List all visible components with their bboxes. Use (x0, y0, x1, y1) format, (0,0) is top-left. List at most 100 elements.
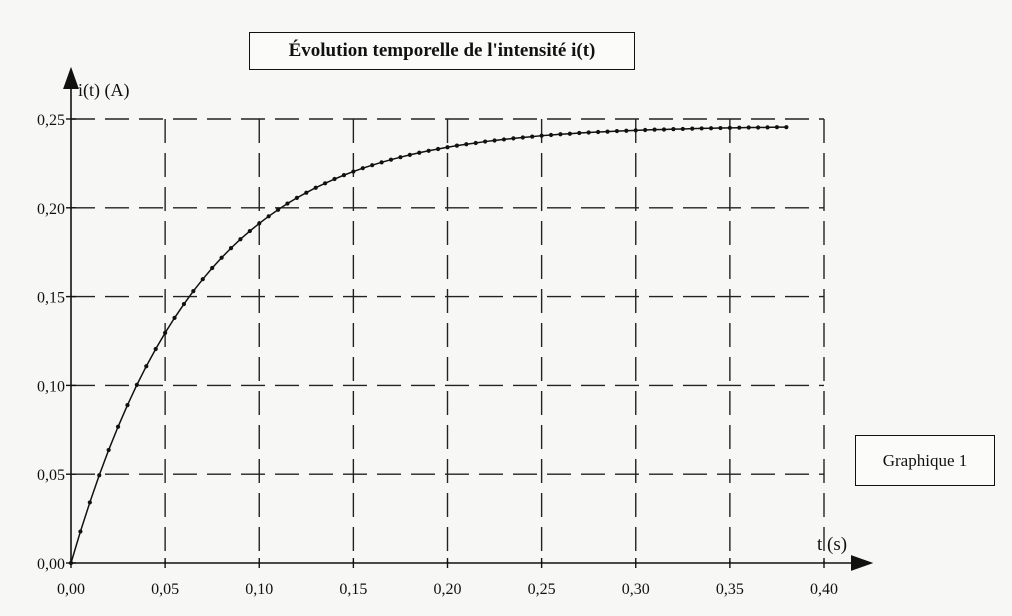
data-point (690, 126, 695, 131)
data-point (398, 155, 403, 160)
data-point (332, 176, 337, 182)
data-point (784, 125, 789, 130)
data-point (624, 128, 629, 133)
data-point (737, 125, 742, 130)
data-point (520, 135, 525, 140)
data-point (614, 128, 620, 134)
data-point (586, 130, 591, 135)
y-tick-label: 0,10 (37, 378, 65, 395)
data-point (172, 315, 177, 321)
x-tick-label: 0,35 (716, 581, 744, 598)
data-point (87, 500, 92, 505)
data-point (708, 126, 714, 131)
data-point (699, 126, 704, 131)
x-axis-label: t (s) (817, 534, 848, 555)
data-point (483, 139, 488, 144)
data-point (765, 125, 770, 130)
data-point (200, 277, 205, 282)
data-point (134, 382, 139, 387)
x-tick-label: 0,05 (151, 581, 179, 598)
data-point (351, 169, 356, 174)
data-point (473, 140, 478, 146)
data-point (567, 131, 572, 136)
data-point (774, 125, 780, 130)
data-point (548, 132, 554, 138)
data-point (652, 127, 657, 132)
x-tick-label: 0,10 (245, 581, 273, 598)
data-point (417, 150, 422, 155)
grid (71, 118, 825, 563)
data-point (285, 201, 290, 206)
data-point (596, 129, 601, 135)
data-point (304, 190, 309, 195)
data-point (247, 228, 252, 234)
data-point (539, 133, 544, 138)
data-point (445, 145, 450, 150)
y-tick-label: 0,20 (37, 201, 65, 218)
data-point (511, 136, 516, 141)
data-point (426, 148, 431, 153)
data-point (294, 195, 299, 200)
data-point (370, 163, 375, 168)
data-point (97, 473, 102, 478)
data-point (360, 166, 365, 171)
data-point (106, 447, 111, 453)
y-tick-label: 0,05 (37, 467, 65, 484)
y-tick-label: 0,25 (37, 112, 65, 129)
chart-caption: Graphique 1 (855, 435, 995, 486)
data-point (181, 301, 187, 307)
y-axis-label: i(t) (A) (78, 80, 130, 100)
chart-title: Évolution temporelle de l'intensité i(t) (249, 32, 635, 70)
data-point (125, 403, 130, 408)
data-point (68, 560, 74, 566)
data-point (275, 207, 281, 212)
data-point (435, 146, 441, 152)
data-point (323, 181, 328, 186)
x-tick-label: 0,15 (339, 581, 367, 598)
data-point (680, 126, 685, 132)
data-point (407, 152, 412, 157)
y-tick-label: 0,15 (37, 290, 65, 307)
x-tick-label: 0,25 (528, 581, 556, 598)
data-point (163, 330, 168, 335)
series-line (70, 126, 787, 564)
data-point (454, 143, 460, 148)
data-point (727, 125, 732, 130)
data-point (464, 142, 469, 147)
data-point (153, 346, 158, 352)
axes (63, 66, 874, 571)
data-point (388, 157, 394, 162)
data-point (492, 138, 497, 143)
data-point (605, 129, 610, 134)
data-point (341, 173, 347, 178)
x-tick-label: 0,20 (434, 581, 462, 598)
data-point (746, 125, 751, 130)
data-point (78, 529, 83, 534)
data-point (238, 237, 243, 242)
data-point (633, 128, 638, 133)
data-point (210, 265, 215, 271)
data-point (661, 127, 667, 132)
data-point (671, 127, 676, 132)
data-point (577, 130, 582, 136)
data-point (379, 160, 384, 165)
data-point (115, 424, 121, 429)
data-point (643, 127, 648, 133)
data-point (558, 132, 563, 137)
data-point (144, 364, 149, 369)
data-point (191, 288, 196, 294)
tick-labels: 0,00 0,05 0,10 0,15 0,20 0,25 0,30 0,35 0,40 0,00… (37, 112, 838, 598)
data-point (530, 134, 535, 139)
data-point (228, 246, 234, 251)
data-point (266, 214, 271, 219)
x-tick-label: 0,00 (57, 581, 85, 598)
data-point (718, 125, 723, 131)
series (68, 125, 789, 566)
x-tick-label: 0,30 (622, 581, 650, 598)
y-tick-label: 0,00 (37, 556, 65, 573)
data-point (756, 125, 761, 130)
data-point (219, 255, 224, 260)
data-point (501, 137, 507, 142)
x-tick-label: 0,40 (810, 581, 838, 598)
